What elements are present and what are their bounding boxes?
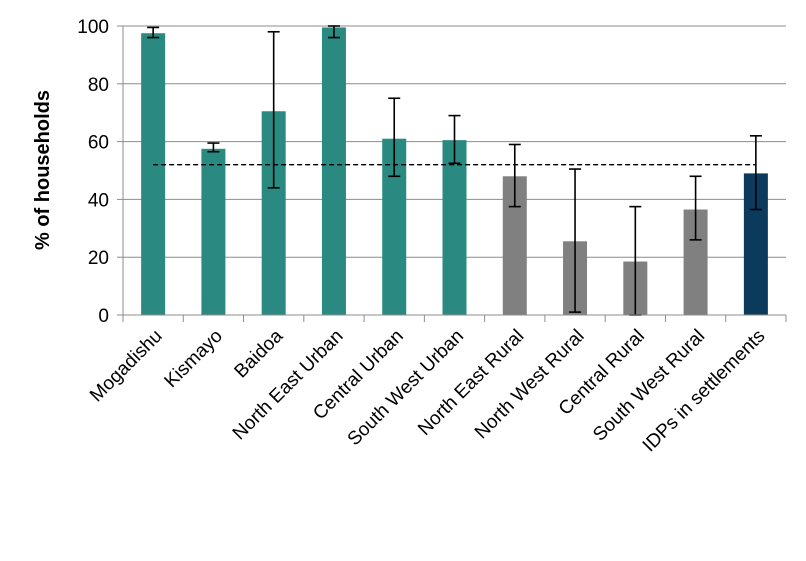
bar-6 xyxy=(502,176,527,315)
x-category-label: Baidoa xyxy=(231,325,288,382)
axes xyxy=(122,26,787,322)
x-category-label: Kismayo xyxy=(161,326,227,392)
x-category-label: North West Rural xyxy=(471,326,589,444)
y-tick-label: 80 xyxy=(88,75,109,96)
bar-0 xyxy=(141,33,166,315)
y-tick-label: 20 xyxy=(88,248,109,269)
x-category-label: North East Urban xyxy=(229,326,348,445)
y-tick-label: 0 xyxy=(98,306,109,327)
y-axis-title: % of households xyxy=(32,90,54,250)
bar-5 xyxy=(442,140,467,315)
x-category-label: North East Rural xyxy=(414,326,528,440)
error-bars xyxy=(147,25,762,316)
y-tick-label: 100 xyxy=(77,17,109,38)
x-category-label: South West Rural xyxy=(589,326,709,446)
bars xyxy=(141,27,768,315)
bar-1 xyxy=(201,148,226,315)
bar-3 xyxy=(321,27,346,315)
y-tick-label: 60 xyxy=(88,133,109,154)
x-category-label: Mogadishu xyxy=(86,326,167,407)
x-category-label: South West Urban xyxy=(344,326,468,450)
y-axis-ticks: 0 20 40 60 80 100 xyxy=(77,17,123,327)
y-tick-label: 40 xyxy=(88,190,109,211)
